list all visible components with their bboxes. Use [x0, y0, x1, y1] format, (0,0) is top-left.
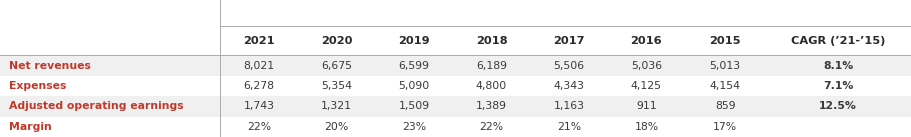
- Text: 1,163: 1,163: [553, 101, 585, 111]
- Text: 22%: 22%: [247, 122, 271, 132]
- Text: 4,125: 4,125: [630, 81, 662, 91]
- Text: 2020: 2020: [321, 36, 353, 46]
- Text: Margin: Margin: [9, 122, 52, 132]
- Text: Adjusted operating earnings: Adjusted operating earnings: [9, 101, 184, 111]
- Text: 2021: 2021: [243, 36, 275, 46]
- Text: 12.5%: 12.5%: [819, 101, 857, 111]
- Text: 1,743: 1,743: [243, 101, 275, 111]
- Text: 2015: 2015: [710, 36, 741, 46]
- Text: 6,675: 6,675: [321, 61, 353, 71]
- Text: 2016: 2016: [630, 36, 662, 46]
- Text: 1,509: 1,509: [398, 101, 430, 111]
- Text: 2018: 2018: [476, 36, 507, 46]
- Text: 8,021: 8,021: [243, 61, 275, 71]
- Text: Net revenues: Net revenues: [9, 61, 91, 71]
- Text: 2019: 2019: [398, 36, 430, 46]
- Text: 18%: 18%: [634, 122, 659, 132]
- Text: 4,800: 4,800: [476, 81, 507, 91]
- Text: 5,036: 5,036: [630, 61, 662, 71]
- Text: 23%: 23%: [402, 122, 426, 132]
- Text: 20%: 20%: [324, 122, 349, 132]
- Text: 4,343: 4,343: [553, 81, 585, 91]
- Text: 7.1%: 7.1%: [823, 81, 854, 91]
- Bar: [0, 55, 911, 76]
- Text: 5,506: 5,506: [553, 61, 585, 71]
- Text: 5,013: 5,013: [710, 61, 741, 71]
- Text: 5,090: 5,090: [398, 81, 430, 91]
- Text: 1,389: 1,389: [476, 101, 507, 111]
- Bar: [0, 96, 911, 117]
- Text: 6,278: 6,278: [243, 81, 275, 91]
- Text: Expenses: Expenses: [9, 81, 67, 91]
- Text: 2017: 2017: [553, 36, 585, 46]
- Text: 5,354: 5,354: [321, 81, 353, 91]
- Text: 1,321: 1,321: [321, 101, 353, 111]
- Text: 6,189: 6,189: [476, 61, 507, 71]
- Text: 17%: 17%: [713, 122, 737, 132]
- Text: 859: 859: [715, 101, 735, 111]
- Text: CAGR (’21-’15): CAGR (’21-’15): [791, 36, 885, 46]
- Text: 21%: 21%: [557, 122, 581, 132]
- Text: 6,599: 6,599: [398, 61, 430, 71]
- Text: 4,154: 4,154: [710, 81, 741, 91]
- Text: 22%: 22%: [479, 122, 504, 132]
- Text: 8.1%: 8.1%: [823, 61, 854, 71]
- Text: 911: 911: [636, 101, 657, 111]
